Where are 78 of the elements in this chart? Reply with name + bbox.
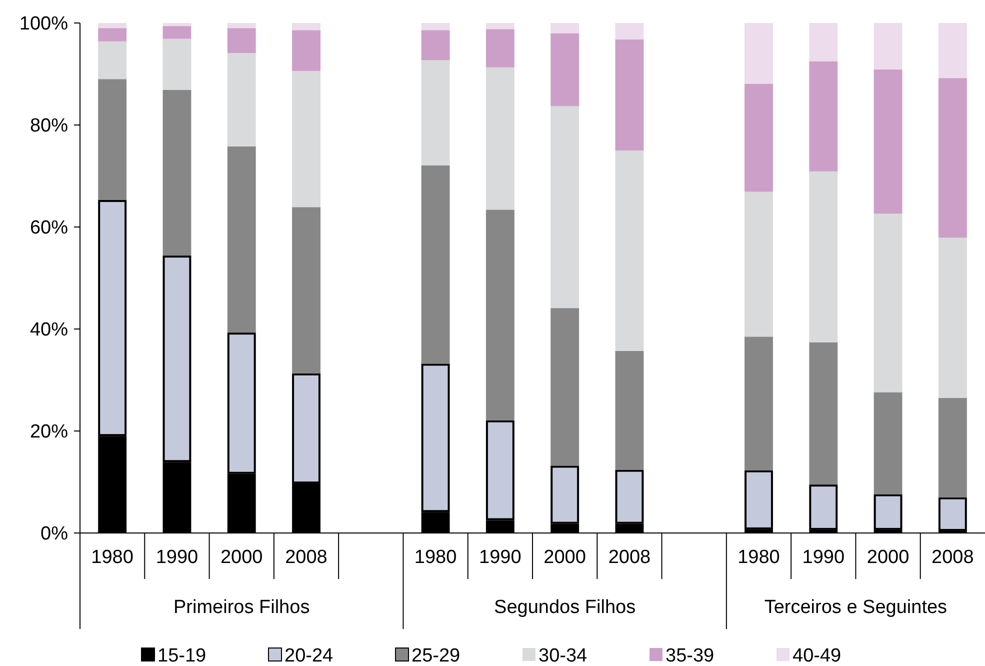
- bar: [809, 484, 838, 530]
- legend-label: 20-24: [284, 646, 334, 666]
- y-tick-label: 40%: [30, 320, 68, 341]
- bar: [486, 67, 514, 210]
- legend-label: 25-29: [412, 646, 460, 666]
- bar: [227, 23, 256, 28]
- bar: [227, 28, 256, 54]
- bar: [227, 146, 256, 333]
- bar: [874, 494, 902, 530]
- bar: [809, 342, 838, 485]
- bar: [421, 60, 450, 166]
- bar: [938, 23, 967, 78]
- bar: [292, 207, 320, 374]
- bar: [98, 79, 127, 200]
- bar: [162, 38, 192, 90]
- y-tick-label: 80%: [30, 116, 68, 137]
- bar: [421, 165, 450, 364]
- bar: [292, 70, 320, 208]
- bar: [744, 192, 773, 337]
- bar: [809, 23, 838, 62]
- x-tick-label: 2000: [220, 547, 263, 568]
- bar: [874, 214, 902, 392]
- text: Terceiros e Seguintes: [764, 597, 948, 618]
- bar: [744, 336, 773, 470]
- bar: [938, 78, 967, 238]
- bar: [421, 23, 450, 30]
- bar: [550, 106, 580, 308]
- bar: [98, 23, 127, 28]
- bar: [98, 41, 127, 80]
- x-tick-label: 2008: [932, 547, 974, 568]
- bar: [550, 23, 580, 34]
- bar: [809, 61, 838, 172]
- x-tick-label: 2000: [866, 547, 910, 568]
- y-tick-label: 0%: [40, 524, 68, 545]
- bar: [874, 69, 902, 214]
- bar: [98, 28, 127, 42]
- bar: [615, 39, 644, 150]
- legend-label: 35-39: [666, 646, 714, 666]
- x-tick-label: 1980: [91, 547, 134, 568]
- bar: [809, 171, 838, 342]
- text: Primeiros Filhos: [174, 597, 310, 618]
- bar: [874, 392, 902, 494]
- x-tick-label: 2000: [544, 547, 586, 568]
- bar: [227, 53, 256, 146]
- x-tick-label: 1980: [414, 547, 457, 568]
- legend-label: 40-49: [792, 646, 842, 666]
- bar: [615, 150, 644, 351]
- bar: [162, 26, 192, 39]
- y-tick-label: 60%: [30, 218, 68, 239]
- text: Segundos Filhos: [494, 597, 636, 618]
- bar: [486, 210, 514, 420]
- y-tick-label: 20%: [30, 422, 68, 443]
- bar: [550, 33, 580, 106]
- x-tick-label: 2008: [285, 547, 328, 568]
- y-tick-label: 100%: [19, 14, 68, 35]
- bar: [744, 23, 773, 84]
- x-tick-label: 1980: [738, 547, 780, 568]
- bar: [874, 23, 902, 70]
- legend-label: 30-34: [538, 646, 588, 666]
- bar: [162, 23, 192, 26]
- bar: [550, 308, 580, 466]
- x-tick-label: 1990: [802, 547, 845, 568]
- x-tick-label: 2008: [608, 547, 651, 568]
- bar: [292, 23, 320, 30]
- bar: [486, 23, 514, 30]
- bar: [292, 30, 320, 71]
- bar: [744, 470, 773, 530]
- bar: [615, 23, 644, 40]
- bar: [486, 29, 514, 68]
- bar: [421, 30, 450, 60]
- x-tick-label: 1990: [156, 547, 198, 568]
- legend-label: 15-19: [158, 646, 206, 666]
- x-tick-label: 1990: [479, 547, 522, 568]
- bar: [162, 90, 192, 256]
- bar: [744, 84, 773, 192]
- bar: [938, 398, 967, 498]
- bar: [615, 350, 644, 470]
- bar: [938, 238, 967, 398]
